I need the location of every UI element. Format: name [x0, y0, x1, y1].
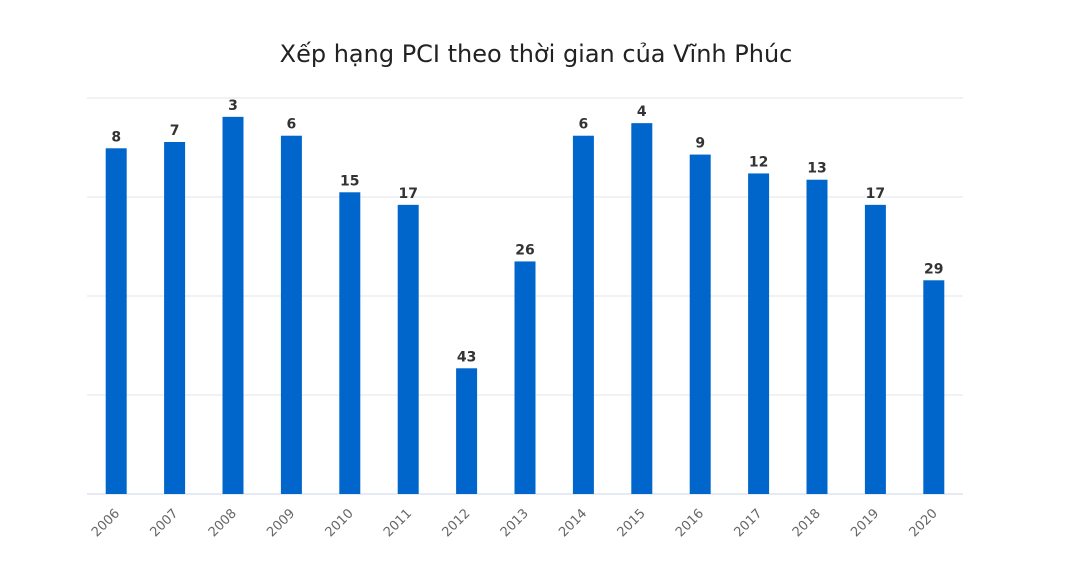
x-tick-label-2017: 2017: [731, 506, 765, 540]
chart-title: Xếp hạng PCI theo thời gian của Vĩnh Phú…: [279, 40, 793, 68]
x-tick-label-2010: 2010: [323, 506, 357, 540]
bar-2008: [222, 116, 244, 494]
bar-2018: [806, 179, 828, 494]
x-axis-ticks: 2006 2007 2008 2009 2010 2011 2012 2013 2014 2015…: [89, 506, 941, 540]
data-label-2016: 9: [695, 136, 705, 152]
bar-2014: [572, 135, 594, 494]
data-label-2014: 6: [579, 117, 589, 133]
x-tick-label-2011: 2011: [381, 506, 415, 540]
bar-2009: [280, 135, 302, 494]
data-labels: 8 7 3 6 15 17 43 26 6 4 9 12 13 17 29: [111, 98, 943, 365]
bars: [105, 116, 945, 495]
x-tick-label-2007: 2007: [147, 506, 181, 540]
data-label-2020: 29: [924, 261, 943, 277]
x-tick-label-2009: 2009: [264, 506, 298, 540]
bar-2019: [864, 204, 886, 494]
bar-2013: [514, 261, 536, 494]
data-label-2011: 17: [398, 186, 417, 202]
data-label-2008: 3: [228, 98, 238, 114]
data-label-2012: 43: [457, 349, 476, 365]
bar-2017: [748, 173, 770, 494]
x-tick-label-2020: 2020: [907, 506, 941, 540]
data-label-2007: 7: [170, 123, 180, 139]
data-label-2010: 15: [340, 173, 359, 189]
data-label-2018: 13: [807, 161, 826, 177]
x-tick-label-2013: 2013: [498, 506, 532, 540]
bar-2020: [923, 280, 945, 494]
bar-2007: [164, 142, 186, 494]
data-label-2013: 26: [515, 242, 534, 258]
x-tick-label-2006: 2006: [89, 506, 123, 540]
data-label-2015: 4: [637, 104, 647, 120]
data-label-2006: 8: [111, 129, 121, 145]
bar-2015: [631, 123, 653, 495]
x-tick-label-2008: 2008: [206, 506, 240, 540]
x-tick-label-2019: 2019: [848, 506, 882, 540]
x-tick-label-2016: 2016: [673, 506, 707, 540]
x-tick-label-2018: 2018: [790, 506, 824, 540]
bar-2012: [456, 368, 478, 494]
data-label-2017: 12: [749, 154, 768, 170]
bar-2010: [339, 192, 361, 495]
x-tick-label-2014: 2014: [556, 506, 590, 540]
x-tick-label-2012: 2012: [439, 506, 473, 540]
data-label-2009: 6: [287, 117, 297, 133]
bar-2011: [397, 204, 419, 494]
bar-2006: [105, 148, 127, 495]
data-label-2019: 17: [866, 186, 885, 202]
x-tick-label-2015: 2015: [615, 506, 649, 540]
bar-2016: [689, 154, 711, 495]
